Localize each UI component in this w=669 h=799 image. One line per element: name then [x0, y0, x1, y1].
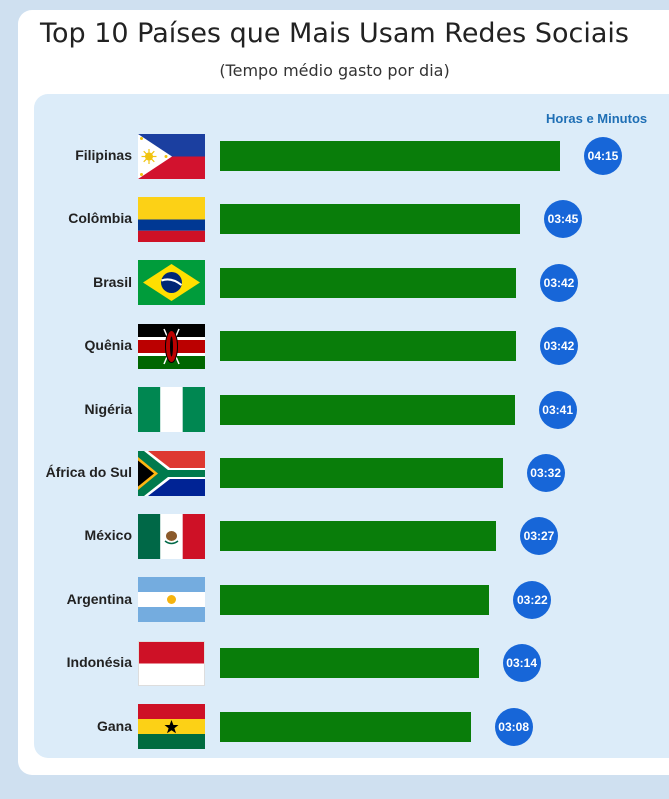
bar-filipinas — [220, 141, 560, 171]
bar-brasil — [220, 267, 516, 298]
south-africa-flag — [138, 450, 205, 496]
bar-colombia — [220, 204, 520, 235]
kenya-flag — [138, 323, 205, 369]
value-badge-quenia: 03:42 — [540, 327, 578, 366]
category-label-indonesia: Indonésia — [66, 654, 132, 671]
category-label-gana: Gana — [96, 717, 132, 734]
value-badge-brasil: 03:42 — [540, 263, 578, 302]
bar-gana — [220, 711, 471, 742]
bar-argentina — [220, 584, 490, 615]
indonesia-flag — [138, 640, 205, 686]
chart-subtitle: (Tempo médio gasto por dia) — [219, 61, 450, 80]
category-label-filipinas: Filipinas — [75, 147, 132, 163]
bar-africa-do-sul — [220, 458, 503, 488]
category-label-argentina: Argentina — [66, 590, 132, 607]
unit-label: Horas e Minutos — [546, 111, 648, 126]
value-badge-nigeria: 03:41 — [538, 390, 577, 429]
value-badge-gana: 03:08 — [494, 707, 533, 746]
chart-title: Top 10 Países que Mais Usam Redes Sociai… — [40, 18, 629, 49]
value-badge-colombia: 03:45 — [544, 200, 582, 239]
bar-nigeria — [220, 394, 515, 425]
category-label-colombia: Colômbia — [68, 210, 132, 227]
value-badge-filipinas: 04:15 — [584, 137, 622, 175]
category-label-mexico: México — [84, 527, 132, 544]
colombia-flag — [138, 196, 205, 242]
category-label-brasil: Brasil — [93, 273, 132, 290]
ghana-flag — [138, 704, 205, 750]
value-badge-indonesia: 03:14 — [502, 644, 541, 683]
category-label-quenia: Quênia — [84, 337, 132, 354]
philippines-flag — [138, 133, 205, 179]
category-label-africa-do-sul: África do Sul — [45, 464, 132, 480]
value-badge-argentina: 03:22 — [513, 580, 552, 619]
brazil-flag — [138, 260, 205, 306]
category-label-nigeria: Nigéria — [84, 400, 132, 417]
mexico-flag — [138, 513, 205, 559]
bar-indonesia — [220, 648, 479, 679]
value-badge-mexico: 03:27 — [520, 517, 558, 556]
argentina-flag — [138, 577, 205, 623]
bar-quenia — [220, 331, 516, 362]
bar-mexico — [220, 521, 496, 552]
value-badge-africa-do-sul: 03:32 — [526, 454, 565, 492]
nigeria-flag — [138, 387, 205, 433]
